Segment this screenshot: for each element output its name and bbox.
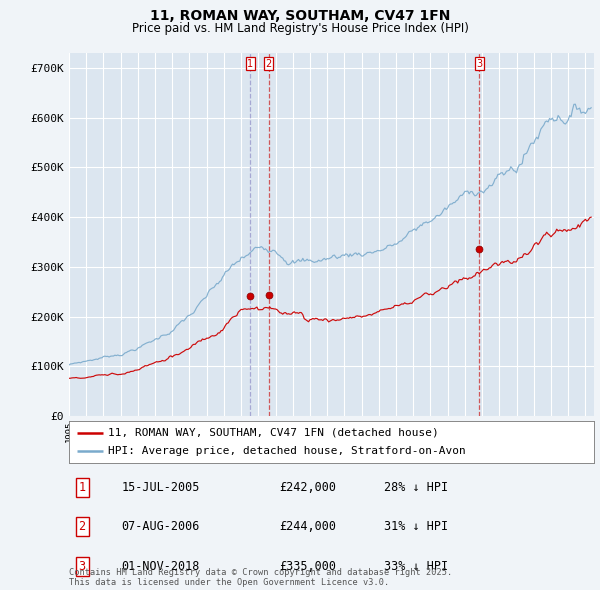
Text: 2: 2 — [79, 520, 86, 533]
Text: 3: 3 — [476, 58, 482, 68]
Text: 11, ROMAN WAY, SOUTHAM, CV47 1FN (detached house): 11, ROMAN WAY, SOUTHAM, CV47 1FN (detach… — [109, 428, 439, 438]
Text: 15-JUL-2005: 15-JUL-2005 — [121, 481, 200, 494]
Text: Contains HM Land Registry data © Crown copyright and database right 2025.
This d: Contains HM Land Registry data © Crown c… — [69, 568, 452, 587]
Text: 33% ↓ HPI: 33% ↓ HPI — [384, 560, 448, 573]
Text: £335,000: £335,000 — [279, 560, 336, 573]
Text: HPI: Average price, detached house, Stratford-on-Avon: HPI: Average price, detached house, Stra… — [109, 446, 466, 456]
Text: 31% ↓ HPI: 31% ↓ HPI — [384, 520, 448, 533]
Text: 1: 1 — [79, 481, 86, 494]
Text: 07-AUG-2006: 07-AUG-2006 — [121, 520, 200, 533]
Text: £242,000: £242,000 — [279, 481, 336, 494]
Text: 28% ↓ HPI: 28% ↓ HPI — [384, 481, 448, 494]
Text: Price paid vs. HM Land Registry's House Price Index (HPI): Price paid vs. HM Land Registry's House … — [131, 22, 469, 35]
Text: 3: 3 — [79, 560, 86, 573]
Text: 2: 2 — [266, 58, 272, 68]
Text: 01-NOV-2018: 01-NOV-2018 — [121, 560, 200, 573]
Text: 11, ROMAN WAY, SOUTHAM, CV47 1FN: 11, ROMAN WAY, SOUTHAM, CV47 1FN — [150, 9, 450, 23]
Text: £244,000: £244,000 — [279, 520, 336, 533]
Text: 1: 1 — [247, 58, 253, 68]
